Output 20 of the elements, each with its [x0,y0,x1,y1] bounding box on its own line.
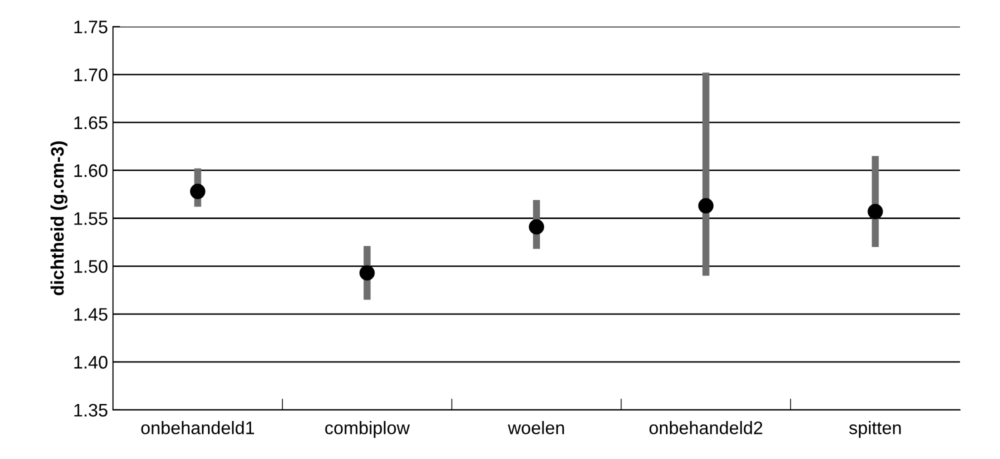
x-tick-label: onbehandeld1 [141,421,254,434]
x-tick-label: spitten [849,421,901,438]
y-tick-label: 1.70 [74,68,108,82]
y-tick-label: 1.60 [74,164,108,178]
y-tick-label: 1.40 [74,356,108,369]
point [698,198,714,214]
y-tick-label: 1.65 [74,116,108,130]
point [528,219,544,235]
y-tick-label: 1.50 [74,260,108,273]
y-tick-label: 1.45 [74,308,108,321]
x-tick-label: combiplow [325,421,410,438]
y-axis-title: dichtheid (g.cm-3) [50,141,68,296]
point [190,184,206,200]
x-tick-label: onbehandeld2 [649,421,762,434]
x-tick-label: woelen [508,421,564,434]
y-tick-label: 1.75 [74,20,108,34]
y-tick-label: 1.55 [74,212,108,225]
point [868,204,883,220]
y-tick-label: 1.35 [74,404,108,417]
point [359,265,375,281]
